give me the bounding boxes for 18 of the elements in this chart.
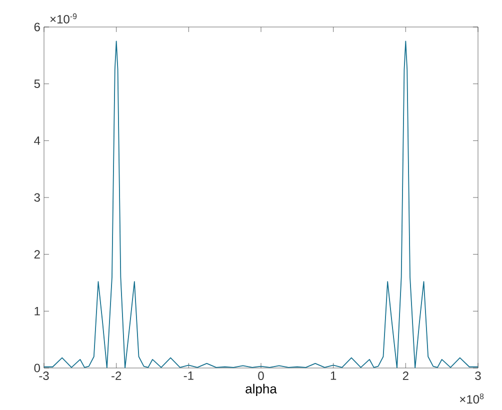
text: ×10$^{-9}$ — [50, 13, 77, 24]
y-tick-label: 1 — [34, 307, 40, 316]
x-tick-label: -1 — [184, 372, 194, 380]
x-tick-label: 1 — [330, 372, 336, 380]
y-tick-label: 5 — [34, 80, 40, 88]
y-tick-label: 4 — [34, 136, 40, 145]
x-tick-label: -3 — [39, 372, 49, 380]
y-tick-label: 6 — [34, 22, 40, 32]
x-tick-label: 0 — [258, 372, 264, 380]
x-tick-label: -2 — [112, 372, 122, 380]
y-tick-label: 2 — [34, 250, 40, 259]
x-tick-label: 3 — [475, 372, 481, 380]
y-tick-label: 0 — [34, 364, 40, 372]
text: ×10$^{8}$ — [460, 394, 484, 404]
y-tick-label: 3 — [34, 193, 40, 202]
line-series — [44, 40, 478, 368]
x-axis-title: alpha — [246, 384, 277, 396]
x-tick-label: 2 — [402, 372, 408, 380]
